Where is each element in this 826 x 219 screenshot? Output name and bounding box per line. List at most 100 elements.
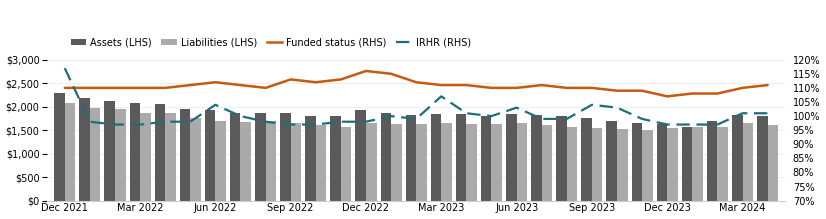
Bar (582, 118, 592, 201)
IRHR (RHS) (110, 123, 120, 126)
IRHR (RHS) (487, 115, 496, 117)
IRHR (RHS) (436, 95, 446, 98)
Bar (205, 110, 216, 201)
Bar (115, 109, 126, 201)
Funded status (RHS) (59, 87, 69, 89)
Bar (240, 122, 251, 201)
Bar (516, 123, 527, 201)
Funded status (RHS) (85, 87, 95, 89)
Funded status (RHS) (562, 87, 572, 89)
IRHR (RHS) (511, 106, 521, 109)
Bar (165, 113, 176, 201)
IRHR (RHS) (562, 118, 572, 120)
IRHR (RHS) (537, 118, 547, 120)
Line: Funded status (RHS): Funded status (RHS) (64, 71, 767, 96)
Bar (306, 116, 316, 201)
Funded status (RHS) (687, 92, 697, 95)
Bar (355, 110, 366, 201)
Legend: Assets (LHS), Liabilities (LHS), Funded status (RHS), IRHR (RHS): Assets (LHS), Liabilities (LHS), Funded … (67, 34, 475, 51)
Funded status (RHS) (411, 81, 421, 84)
Funded status (RHS) (487, 87, 496, 89)
Funded status (RHS) (211, 81, 221, 84)
Bar (391, 124, 401, 201)
IRHR (RHS) (662, 123, 672, 126)
Bar (642, 130, 653, 201)
Funded status (RHS) (311, 81, 320, 84)
IRHR (RHS) (286, 123, 296, 126)
Funded status (RHS) (537, 84, 547, 86)
Bar (406, 115, 416, 201)
IRHR (RHS) (261, 120, 271, 123)
Bar (316, 125, 326, 201)
IRHR (RHS) (211, 104, 221, 106)
Bar (230, 113, 240, 201)
Funded status (RHS) (637, 89, 647, 92)
IRHR (RHS) (135, 123, 145, 126)
Funded status (RHS) (286, 78, 296, 81)
Funded status (RHS) (386, 72, 396, 75)
Bar (381, 113, 391, 201)
Bar (341, 127, 351, 201)
IRHR (RHS) (185, 120, 195, 123)
Funded status (RHS) (662, 95, 672, 98)
Bar (266, 121, 276, 201)
Bar (104, 101, 115, 201)
Funded status (RHS) (713, 92, 723, 95)
Bar (657, 124, 667, 201)
Funded status (RHS) (436, 84, 446, 86)
IRHR (RHS) (462, 112, 472, 115)
Bar (556, 116, 567, 201)
Bar (140, 113, 150, 201)
Bar (481, 116, 491, 201)
Funded status (RHS) (235, 84, 245, 86)
Bar (542, 125, 553, 201)
Bar (330, 116, 341, 201)
Bar (416, 124, 427, 201)
Line: IRHR (RHS): IRHR (RHS) (64, 68, 767, 125)
IRHR (RHS) (762, 112, 772, 115)
IRHR (RHS) (336, 120, 346, 123)
IRHR (RHS) (160, 120, 170, 123)
IRHR (RHS) (411, 118, 421, 120)
Funded status (RHS) (261, 87, 271, 89)
Bar (743, 123, 753, 201)
Bar (216, 121, 226, 201)
Funded status (RHS) (738, 87, 748, 89)
Bar (190, 118, 201, 201)
IRHR (RHS) (311, 123, 320, 126)
Funded status (RHS) (361, 70, 371, 72)
Bar (767, 125, 778, 201)
IRHR (RHS) (361, 120, 371, 123)
Bar (491, 124, 502, 201)
Bar (79, 99, 90, 201)
Bar (467, 124, 477, 201)
Funded status (RHS) (160, 87, 170, 89)
Bar (441, 123, 452, 201)
Funded status (RHS) (612, 89, 622, 92)
Bar (291, 123, 301, 201)
Bar (617, 129, 628, 201)
IRHR (RHS) (612, 106, 622, 109)
IRHR (RHS) (637, 118, 647, 120)
Bar (366, 123, 377, 201)
Bar (430, 114, 441, 201)
Bar (692, 127, 703, 201)
Bar (55, 93, 64, 201)
Bar (606, 121, 617, 201)
Bar (130, 103, 140, 201)
Funded status (RHS) (336, 78, 346, 81)
Funded status (RHS) (511, 87, 521, 89)
Funded status (RHS) (587, 87, 597, 89)
Bar (255, 113, 266, 201)
Funded status (RHS) (762, 84, 772, 86)
Bar (732, 115, 743, 201)
IRHR (RHS) (687, 123, 697, 126)
Bar (90, 108, 101, 201)
Bar (707, 121, 718, 201)
Bar (681, 127, 692, 201)
IRHR (RHS) (85, 120, 95, 123)
IRHR (RHS) (713, 123, 723, 126)
IRHR (RHS) (738, 112, 748, 115)
Funded status (RHS) (462, 84, 472, 86)
Bar (592, 128, 602, 201)
